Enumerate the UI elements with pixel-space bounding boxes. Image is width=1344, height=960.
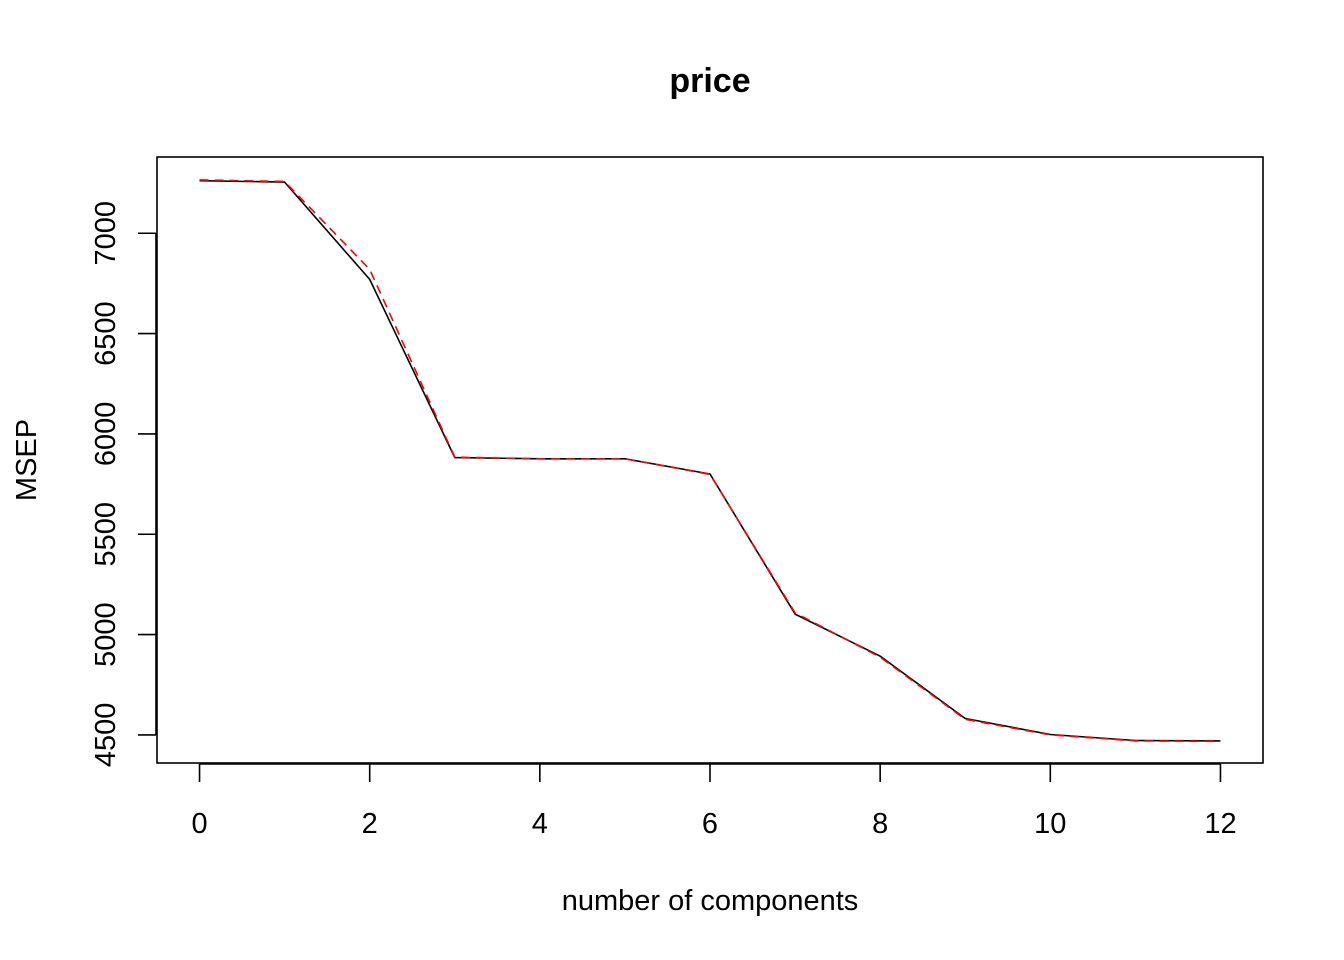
x-tick-label: 0: [191, 808, 207, 840]
plot-frame: [156, 156, 1264, 764]
y-tick-label: 7000: [90, 201, 122, 266]
y-tick-label: 4500: [90, 703, 122, 768]
x-tick-label: 6: [702, 808, 718, 840]
x-tick-label: 10: [1034, 808, 1066, 840]
series-line-1: [199, 179, 1221, 742]
x-axis-label: number of components: [562, 885, 859, 917]
x-tick-label: 8: [872, 808, 888, 840]
series-line-2: [199, 179, 1221, 743]
chart-title: price: [669, 62, 750, 100]
y-tick-label: 5500: [90, 502, 122, 567]
y-axis: 4500 5000 5500 6000 6500 7000: [90, 201, 157, 768]
y-tick-label: 6500: [90, 301, 122, 366]
x-axis: 0 2 4 6 8 10 12: [191, 763, 1237, 840]
x-tick-label: 2: [362, 808, 378, 840]
series-group: [199, 179, 1221, 743]
y-tick-label: 5000: [90, 602, 122, 667]
y-axis-label: MSEP: [11, 419, 43, 501]
x-tick-label: 4: [532, 808, 548, 840]
x-tick-label: 12: [1204, 808, 1236, 840]
y-tick-label: 6000: [90, 402, 122, 467]
